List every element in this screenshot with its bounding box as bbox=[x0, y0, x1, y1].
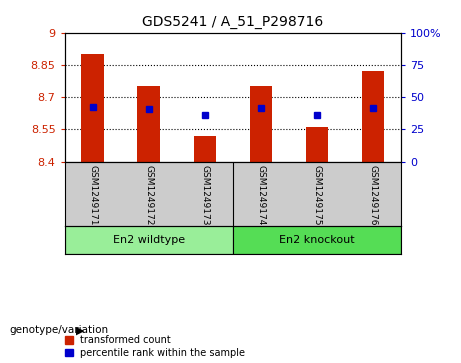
Title: GDS5241 / A_51_P298716: GDS5241 / A_51_P298716 bbox=[142, 15, 324, 29]
Bar bbox=[233, 226, 401, 254]
Text: GSM1249173: GSM1249173 bbox=[200, 165, 209, 225]
Text: genotype/variation: genotype/variation bbox=[9, 325, 108, 335]
Bar bbox=[250, 86, 272, 162]
Text: GSM1249175: GSM1249175 bbox=[313, 165, 321, 225]
Text: ▶: ▶ bbox=[76, 325, 84, 335]
Bar bbox=[137, 86, 160, 162]
Legend: transformed count, percentile rank within the sample: transformed count, percentile rank withi… bbox=[65, 335, 245, 358]
Text: GSM1249174: GSM1249174 bbox=[256, 165, 266, 225]
Text: En2 knockout: En2 knockout bbox=[279, 235, 355, 245]
Text: GSM1249176: GSM1249176 bbox=[368, 165, 378, 225]
Text: GSM1249172: GSM1249172 bbox=[144, 165, 153, 225]
Text: GSM1249171: GSM1249171 bbox=[88, 165, 97, 225]
Bar bbox=[194, 136, 216, 162]
Bar bbox=[362, 72, 384, 162]
Bar bbox=[306, 127, 328, 162]
Bar bbox=[82, 54, 104, 162]
Text: En2 wildtype: En2 wildtype bbox=[112, 235, 185, 245]
Bar bbox=[65, 226, 233, 254]
